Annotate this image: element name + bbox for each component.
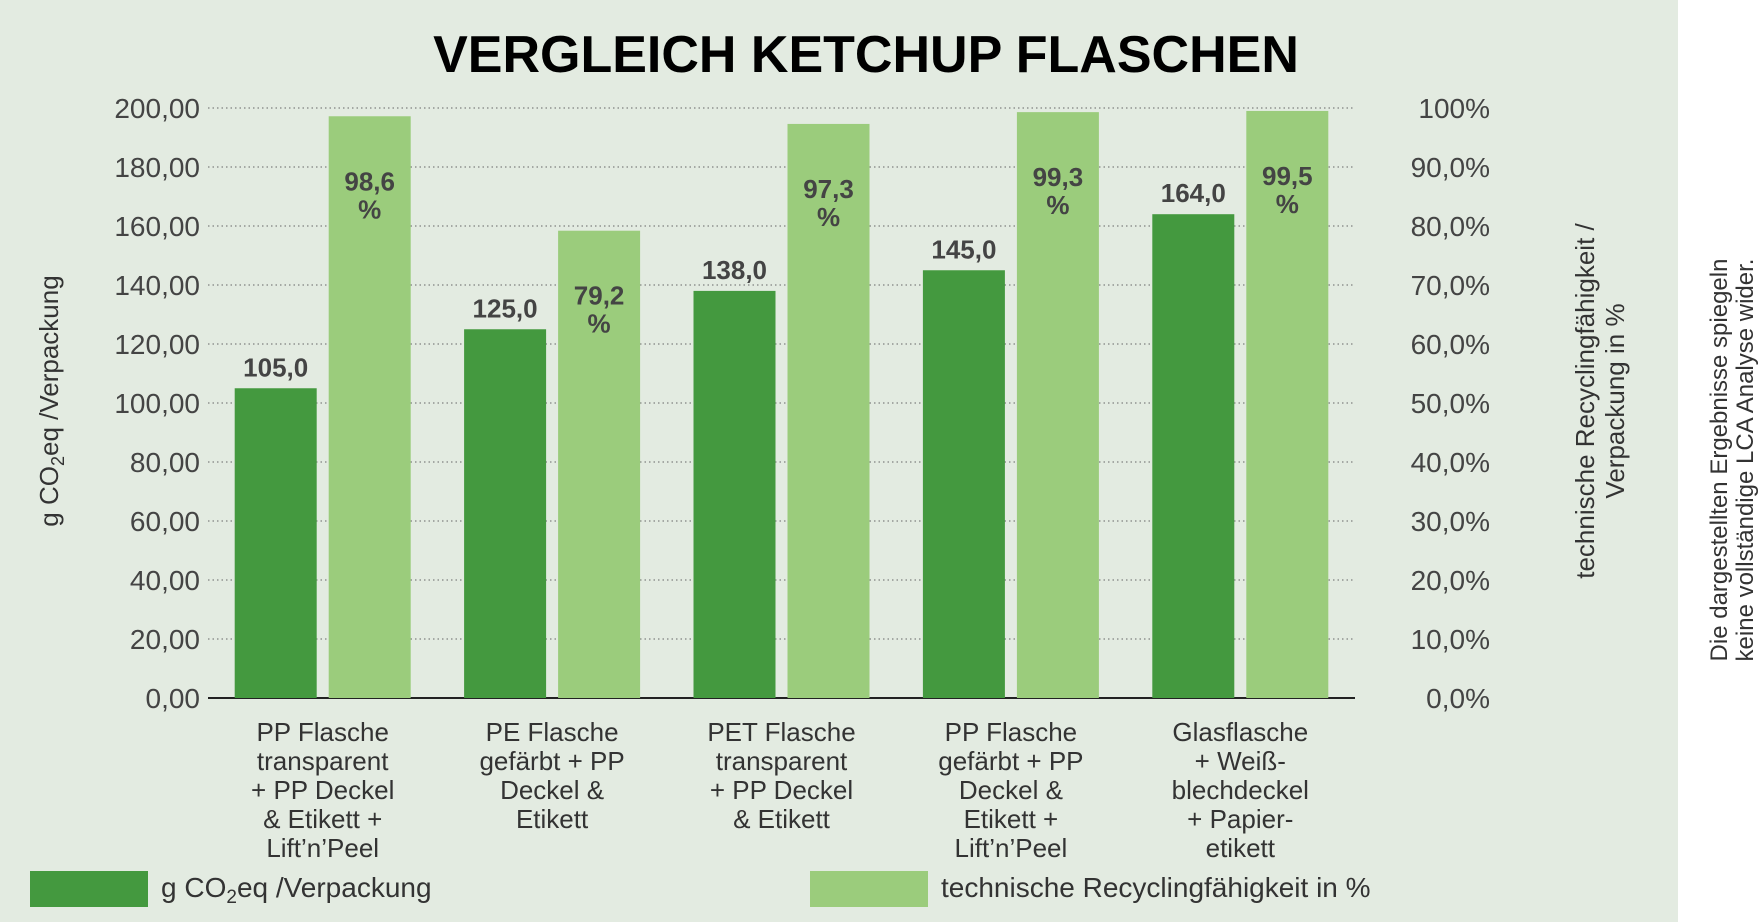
category-label: PP Flasche transparent + PP Deckel & Etiket… bbox=[251, 717, 394, 863]
bar-recycling bbox=[1016, 112, 1099, 698]
category-label: PET Flasche transparent + PP Deckel & Etike… bbox=[707, 717, 855, 834]
bar-recycling bbox=[328, 116, 411, 698]
y-tick-label: 100,00 bbox=[114, 388, 200, 419]
data-label-recycling: 79,2% bbox=[574, 281, 625, 339]
y-tick-label: 140,00 bbox=[114, 270, 200, 301]
bar-recycling bbox=[787, 123, 870, 699]
data-label-co2: 145,0 bbox=[931, 234, 996, 264]
y-tick-label: 80,00 bbox=[130, 447, 200, 478]
data-label-recycling: 99,5% bbox=[1262, 161, 1313, 219]
y-tick-label: 120,00 bbox=[114, 329, 200, 360]
y-tick-label: 40,00 bbox=[130, 565, 200, 596]
y2-axis-label: technische Recyclingfähigkeit /Verpackun… bbox=[1570, 222, 1630, 578]
category-label: PE Flasche gefärbt + PP Deckel & Etikett bbox=[479, 717, 624, 834]
bar-co2 bbox=[693, 290, 776, 698]
bar-recycling bbox=[1246, 110, 1329, 698]
data-label-recycling: 98,6% bbox=[344, 166, 395, 224]
category-label: Glasflasche + Weiß-blechdeckel + Papier-et… bbox=[1172, 717, 1309, 863]
legend-label-recycling: technische Recyclingfähigkeit in % bbox=[941, 872, 1371, 903]
category-label: PP Flasche gefärbt + PP Deckel & Etikett + L… bbox=[938, 717, 1083, 863]
y2-tick-label: 70,0% bbox=[1411, 270, 1490, 301]
y-tick-label: 200,00 bbox=[114, 93, 200, 124]
y2-tick-label: 90,0% bbox=[1411, 152, 1490, 183]
y-tick-label: 60,00 bbox=[130, 506, 200, 537]
y2-tick-label: 60,0% bbox=[1411, 329, 1490, 360]
y-tick-label: 160,00 bbox=[114, 211, 200, 242]
data-label-recycling: 99,3% bbox=[1033, 162, 1084, 220]
bar-co2 bbox=[1152, 214, 1235, 698]
y-tick-label: 180,00 bbox=[114, 152, 200, 183]
data-label-co2: 105,0 bbox=[243, 352, 308, 382]
data-label-recycling: 97,3% bbox=[803, 174, 854, 232]
data-label-co2: 164,0 bbox=[1161, 178, 1226, 208]
y2-tick-label: 0,0% bbox=[1426, 683, 1490, 714]
side-note: Die dargestellten Ergebnisse spiegelnkei… bbox=[1706, 259, 1759, 662]
data-label-co2: 138,0 bbox=[702, 255, 767, 285]
y2-tick-label: 80,0% bbox=[1411, 211, 1490, 242]
y-axis-label: g CO2eq /Verpackung bbox=[34, 275, 68, 526]
y2-tick-label: 100% bbox=[1418, 93, 1490, 124]
legend-label-co2: g CO2eq /Verpackung bbox=[161, 872, 432, 908]
bar-co2 bbox=[922, 270, 1005, 698]
y2-tick-label: 20,0% bbox=[1411, 565, 1490, 596]
data-label-co2: 125,0 bbox=[473, 293, 538, 323]
y2-tick-label: 30,0% bbox=[1411, 506, 1490, 537]
y2-tick-label: 50,0% bbox=[1411, 388, 1490, 419]
bar-co2 bbox=[234, 388, 317, 698]
y2-tick-label: 40,0% bbox=[1411, 447, 1490, 478]
chart-title: VERGLEICH KETCHUP FLASCHEN bbox=[433, 26, 1299, 84]
legend-swatch-recycling bbox=[810, 871, 928, 907]
bar-co2 bbox=[464, 329, 547, 698]
bar-recycling bbox=[558, 230, 641, 698]
y-tick-label: 20,00 bbox=[130, 624, 200, 655]
y2-tick-label: 10,0% bbox=[1411, 624, 1490, 655]
legend-swatch-co2 bbox=[30, 871, 148, 907]
y-tick-label: 0,00 bbox=[146, 683, 201, 714]
